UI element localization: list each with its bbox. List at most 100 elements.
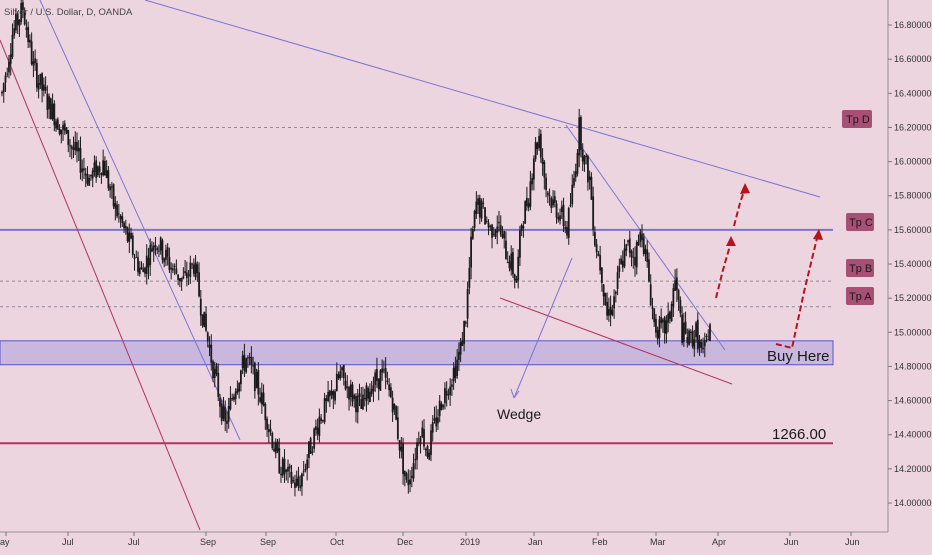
- candle-body: [440, 403, 443, 410]
- y-tick-label-6: 15.20000: [894, 293, 932, 303]
- candle-body: [112, 184, 115, 207]
- candle-body: [348, 387, 350, 400]
- candle-body: [25, 27, 28, 30]
- candle-body: [252, 365, 255, 367]
- candle-body: [210, 344, 213, 363]
- candle-body: [581, 149, 584, 162]
- candle-body: [489, 226, 492, 228]
- candle-body: [321, 420, 324, 422]
- wedge-pointer-line: [513, 257, 573, 399]
- candle-body: [625, 244, 628, 251]
- candle-body: [588, 176, 591, 181]
- candle-body: [679, 299, 682, 314]
- candle-body: [693, 339, 696, 350]
- candle-body: [405, 473, 408, 480]
- candle-body: [362, 394, 364, 410]
- tp-d-badge[interactable]: Tp D: [842, 110, 872, 128]
- time-axis-ticks: ay Jul Jul Sep Sep Oct Dec 2019 Jan Feb Mar Apr Jun J…: [0, 532, 860, 547]
- candle-body: [353, 395, 356, 399]
- candle-body: [560, 206, 563, 212]
- x-tick-label-6: Dec: [397, 537, 414, 547]
- candle-body: [342, 365, 345, 379]
- tp-b-label: Tp B: [849, 263, 872, 275]
- candle-body: [290, 471, 293, 484]
- candle-body: [55, 121, 57, 129]
- candle-body: [522, 226, 525, 229]
- candle-body: [189, 262, 192, 277]
- candle-body: [114, 203, 117, 209]
- candle-body: [187, 274, 190, 276]
- candle-body: [400, 446, 403, 452]
- candle-body: [274, 442, 277, 454]
- candle-body: [257, 369, 260, 395]
- candle-body: [295, 478, 298, 487]
- candle-body: [471, 229, 474, 239]
- candle-body: [60, 129, 63, 135]
- candle-body: [41, 73, 44, 91]
- tp-c-badge[interactable]: Tp C: [846, 213, 874, 231]
- candle-body: [83, 168, 85, 171]
- candle-body: [311, 451, 314, 453]
- candle-body: [529, 181, 532, 207]
- tp-c-badge-bg: [846, 213, 874, 231]
- candle-body: [688, 330, 690, 345]
- candle-body: [409, 479, 411, 485]
- candle-body: [325, 398, 328, 401]
- candle-body: [700, 341, 703, 348]
- candle-body: [398, 440, 401, 451]
- candle-body: [102, 160, 105, 176]
- candle-body: [116, 204, 118, 217]
- candle-body: [245, 358, 248, 373]
- candle-body: [571, 184, 574, 205]
- candle-body: [98, 166, 101, 172]
- candle-body: [525, 197, 528, 207]
- candle-body: [379, 370, 382, 391]
- candle-body: [595, 244, 598, 253]
- candle-body: [618, 266, 621, 273]
- candle-body: [421, 427, 424, 438]
- chart-title: Silver / U.S. Dollar, D, OANDA: [4, 7, 133, 18]
- price-axis-panel[interactable]: [888, 0, 932, 532]
- tp-a-badge[interactable]: Tp A: [846, 287, 874, 305]
- candle-body: [281, 458, 284, 476]
- tp-b-badge[interactable]: Tp B: [846, 259, 874, 277]
- candle-body: [691, 330, 694, 347]
- candle-body: [543, 161, 546, 178]
- candle-body: [604, 293, 607, 306]
- candle-body: [447, 394, 450, 396]
- candle-body: [84, 173, 87, 176]
- candle-body: [185, 272, 188, 279]
- x-tick-label-1: Jul: [62, 537, 74, 547]
- candle-body: [620, 258, 622, 265]
- candle-body: [512, 252, 514, 275]
- candle-body: [76, 141, 78, 152]
- time-axis-panel[interactable]: [0, 532, 932, 550]
- x-tick-label-0: ay: [0, 537, 10, 547]
- candle-body: [386, 380, 389, 382]
- candle-body: [283, 458, 286, 474]
- candle-body: [35, 62, 38, 88]
- x-tick-label-3: Sep: [200, 537, 216, 547]
- candle-body: [128, 232, 131, 243]
- candle-body: [341, 367, 343, 371]
- candle-body: [492, 233, 495, 235]
- candle-body: [383, 369, 385, 371]
- candle-body: [566, 226, 568, 236]
- candle-body: [44, 86, 47, 91]
- candle-body: [505, 240, 507, 260]
- candle-body: [365, 385, 368, 401]
- candle-body: [613, 296, 615, 309]
- candle-body: [349, 384, 352, 398]
- candle-body: [288, 465, 291, 469]
- candle-body: [628, 238, 631, 253]
- candle-body: [355, 396, 357, 413]
- candle-body: [201, 314, 204, 326]
- candle-body: [482, 203, 485, 205]
- candle-body: [171, 268, 174, 271]
- candle-body: [454, 365, 457, 379]
- candle-body: [356, 395, 359, 413]
- candle-body: [639, 232, 642, 242]
- candle-body: [456, 359, 459, 376]
